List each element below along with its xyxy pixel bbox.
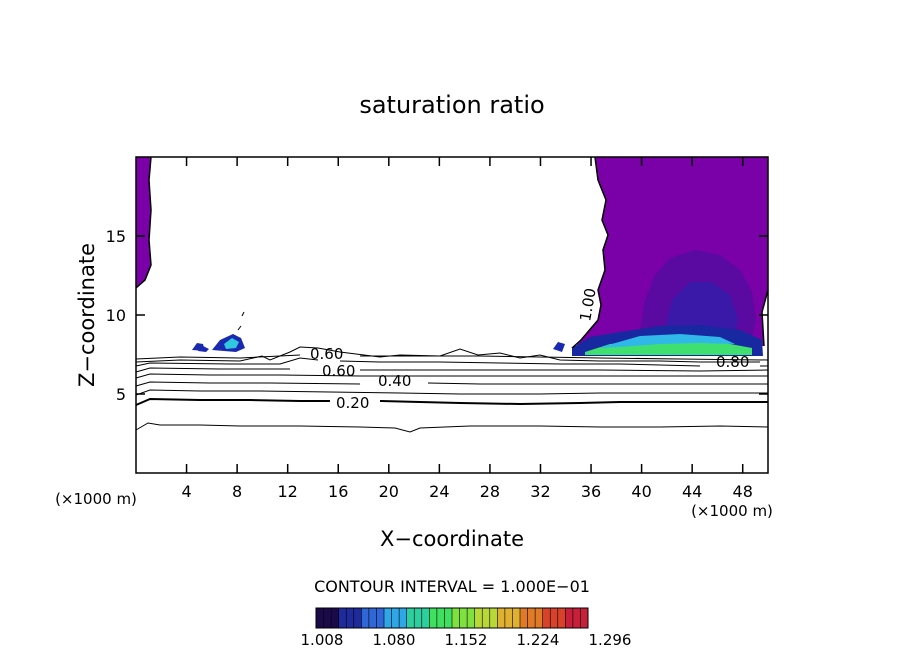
x-axis-label: X−coordinate	[380, 527, 524, 551]
colorbar-cell	[520, 608, 544, 628]
contour-label: 1.00	[576, 287, 600, 323]
y-tick-label: 10	[106, 306, 126, 325]
mid-cloud-speck	[553, 342, 565, 352]
x-unit-right: (×1000 m)	[691, 502, 773, 520]
contour-line	[135, 422, 769, 433]
contour-label: 0.40	[378, 372, 411, 390]
contour-label: 0.20	[336, 394, 369, 412]
colorbar-tick-label: 1.008	[301, 631, 344, 649]
contour-line	[135, 397, 768, 406]
left-upper-fill	[136, 157, 151, 288]
x-tick-label: 44	[682, 482, 702, 501]
colorbar-cell	[452, 608, 476, 628]
colorbar-cell	[406, 608, 430, 628]
contour-line	[135, 373, 768, 379]
left-cloud-speck	[198, 346, 209, 352]
colorbar-cell	[338, 608, 362, 628]
contour-label: 0.80	[716, 353, 749, 371]
colorbar-cell	[316, 608, 340, 628]
x-tick-label: 20	[379, 482, 399, 501]
colorbar-tick-label: 1.224	[517, 631, 560, 649]
x-tick-label: 12	[278, 482, 298, 501]
contour-labels: 0.20 0.40 0.60 0.60 0.80 1.00	[310, 287, 749, 412]
colorbar-cell	[361, 608, 385, 628]
contour-line	[135, 156, 152, 289]
x-tick-label: 24	[429, 482, 449, 501]
y-tick-label: 5	[116, 385, 126, 404]
colorbar-cell	[565, 608, 589, 628]
contour-line	[135, 367, 769, 373]
contour-label: 0.60	[322, 362, 355, 380]
contour-interval: CONTOUR INTERVAL = 1.000E−01	[314, 577, 590, 596]
y-axis-label: Z−coordinate	[75, 243, 99, 387]
colorbar-tick-label: 1.080	[373, 631, 416, 649]
colorbar-cell	[384, 608, 408, 628]
colorbar-tick-label: 1.152	[445, 631, 488, 649]
supersaturation-fill	[136, 157, 768, 356]
colorbar-cell	[542, 608, 566, 628]
x-tick-label: 40	[631, 482, 651, 501]
contour-line	[571, 156, 609, 349]
y-tick-label: 15	[106, 227, 126, 246]
x-tick-label: 4	[181, 482, 191, 501]
contour-line	[135, 354, 769, 361]
contour-line	[135, 357, 768, 367]
y-axis-ticks: 5 10 15	[106, 227, 768, 404]
colorbar-tick-label: 1.296	[589, 631, 632, 649]
x-unit-left: (×1000 m)	[55, 490, 137, 508]
x-axis-ticks: 4 8 12 16 20 24 28 32 36 40 44 48	[181, 157, 753, 501]
contour-line	[761, 289, 769, 347]
contour-label: 0.60	[310, 345, 343, 363]
x-tick-label: 36	[581, 482, 601, 501]
x-tick-label: 28	[480, 482, 500, 501]
right-low-band-cyan	[598, 334, 735, 348]
colorbar-cell	[497, 608, 521, 628]
contour-line	[237, 311, 245, 331]
chart-title: saturation ratio	[359, 91, 544, 119]
colorbar-cell	[474, 608, 498, 628]
colorbar-cell	[429, 608, 453, 628]
colorbar-frame	[315, 607, 589, 629]
colorbar: 1.008 1.080 1.152 1.224 1.296	[301, 607, 632, 649]
contour-lines	[135, 156, 769, 433]
left-cloud-inner	[224, 338, 239, 349]
x-tick-label: 32	[530, 482, 550, 501]
x-tick-label: 8	[232, 482, 242, 501]
x-tick-label: 16	[328, 482, 348, 501]
x-tick-label: 48	[733, 482, 753, 501]
colorbar-ticks: 1.008 1.080 1.152 1.224 1.296	[301, 631, 632, 649]
contour-line	[135, 381, 768, 387]
colorbar-gradient	[316, 608, 589, 628]
contour-line	[135, 389, 768, 396]
